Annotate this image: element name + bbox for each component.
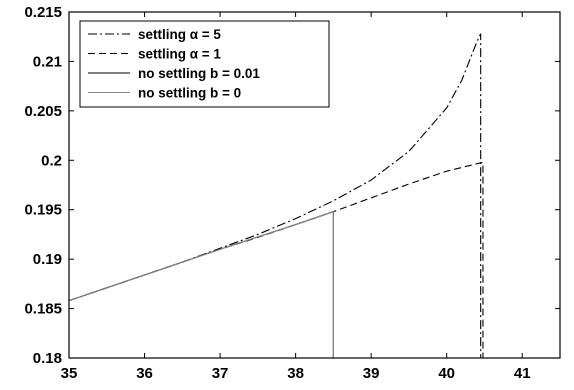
series-line-2	[68, 161, 484, 358]
x-tick-label: 35	[61, 365, 78, 382]
y-tick-label: 0.18	[33, 350, 62, 367]
y-tick-label: 0.195	[24, 202, 62, 219]
y-tick-label: 0.2	[41, 152, 62, 169]
legend: settling α = 5 settling α = 1 no settling …	[79, 20, 330, 108]
legend-label-3: no settling b = 0.01	[138, 66, 260, 81]
series-line-3	[68, 210, 334, 358]
plot-frame	[68, 11, 561, 359]
y-tick-label: 0.21	[33, 53, 62, 70]
y-tick-label: 0.19	[33, 251, 62, 268]
x-tick-label: 37	[212, 365, 229, 382]
y-tick-label: 0.215	[24, 4, 62, 21]
y-tick-label: 0.205	[24, 103, 62, 120]
x-tick-label: 39	[363, 365, 380, 382]
x-tick-label: 38	[287, 365, 304, 382]
x-tick-label: 36	[136, 365, 153, 382]
legend-label-1: settling α = 5	[138, 27, 221, 42]
axes	[68, 11, 561, 359]
legend-label-4: no settling b = 0	[138, 86, 241, 101]
legend-label-2: settling α = 1	[138, 47, 221, 62]
y-tick-label: 0.185	[24, 301, 62, 318]
series-line-4	[68, 210, 334, 358]
x-tick-label: 40	[438, 365, 455, 382]
tick-layer: 35 36 37 38 39 40 41 0.18 0.185 0.19 0.195 0.2 0.205…	[24, 4, 560, 382]
series-layer	[68, 33, 484, 358]
x-tick-label: 41	[514, 365, 531, 382]
